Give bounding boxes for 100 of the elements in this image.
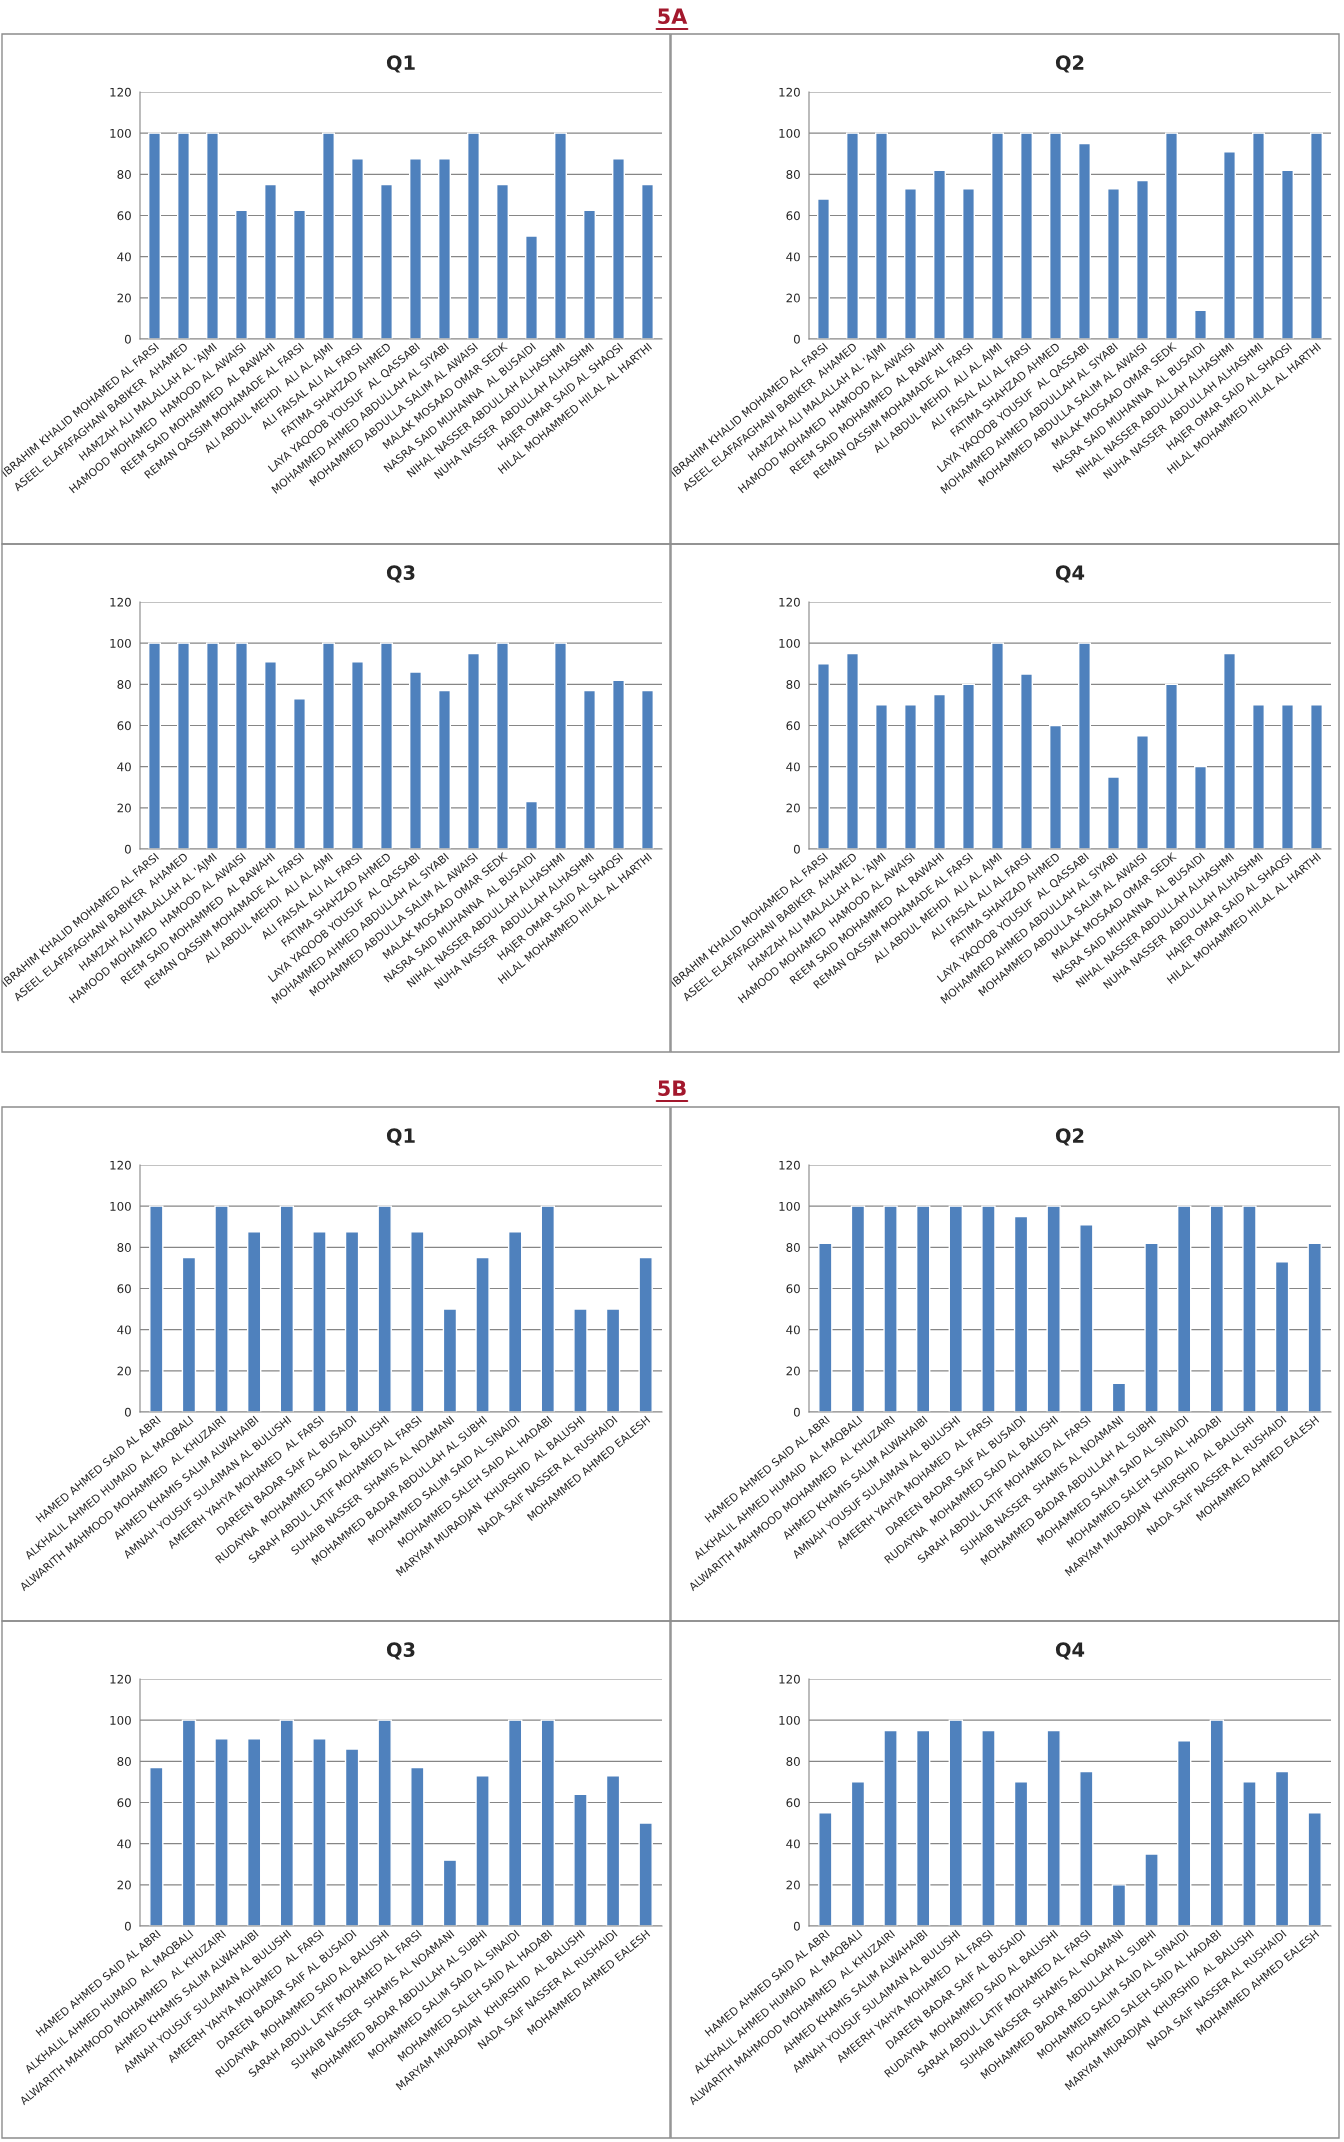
bar: [962, 683, 975, 849]
y-tick-label: 120: [110, 87, 131, 97]
bar: [507, 1719, 523, 1926]
bar: [438, 689, 451, 849]
chart-title: Q4: [1055, 1642, 1085, 1660]
chart-title: Q1: [386, 1128, 415, 1146]
bar: [1242, 1781, 1257, 1926]
bar: [149, 1205, 164, 1412]
bar: [264, 183, 277, 339]
bar: [1209, 1719, 1225, 1926]
bar: [1194, 765, 1207, 849]
y-tick-label: 60: [117, 1798, 131, 1808]
bar: [1310, 704, 1323, 849]
bar: [442, 1859, 458, 1926]
bar: [1310, 132, 1323, 339]
bar: [279, 1205, 295, 1412]
y-tick-label: 80: [786, 680, 800, 689]
bar: [915, 1729, 931, 1926]
bar: [817, 198, 830, 339]
bar: [933, 693, 946, 849]
bar: [177, 132, 190, 339]
bar: [991, 642, 1004, 849]
y-tick-label: 40: [786, 1839, 800, 1849]
bar: [1020, 673, 1033, 849]
y-tick-label: 80: [117, 1243, 131, 1252]
bar: [496, 183, 509, 339]
bar: [409, 671, 422, 849]
chart-title: Q4: [1055, 565, 1085, 583]
bar: [612, 158, 625, 339]
bar: [351, 158, 364, 339]
bar: [377, 1719, 392, 1926]
bar: [850, 1205, 866, 1412]
y-tick-label: 0: [124, 1407, 131, 1417]
bar: [438, 158, 451, 339]
bar: [583, 209, 596, 339]
bar: [1307, 1812, 1322, 1926]
bar: [1252, 132, 1265, 339]
bar: [1281, 704, 1294, 849]
y-tick-label: 0: [793, 844, 800, 854]
y-tick-label: 100: [110, 128, 131, 138]
bar: [818, 1242, 833, 1412]
bar: [1013, 1781, 1029, 1926]
y-tick-label: 120: [110, 597, 131, 607]
y-tick-label: 80: [786, 170, 800, 179]
bar: [475, 1256, 490, 1412]
bar: [1079, 1223, 1094, 1412]
bar: [1252, 704, 1265, 849]
bar: [1176, 1740, 1192, 1926]
bar: [322, 642, 335, 849]
chart-title: Q1: [386, 55, 415, 73]
bar: [1165, 132, 1178, 339]
bar: [312, 1231, 327, 1412]
bar: [177, 642, 190, 849]
bar: [1144, 1853, 1159, 1926]
bar: [883, 1729, 898, 1926]
y-tick-label: 40: [786, 1325, 800, 1335]
bar: [322, 132, 335, 339]
y-tick-label: 100: [779, 1201, 800, 1211]
bar: [904, 188, 917, 339]
y-tick-label: 0: [124, 1921, 131, 1931]
text: 5B: [658, 1080, 686, 1097]
bar: [981, 1729, 996, 1926]
y-tick-label: 0: [793, 1407, 800, 1417]
y-tick-label: 60: [786, 1798, 800, 1808]
bar: [1242, 1205, 1257, 1412]
bar: [279, 1719, 295, 1926]
bar: [344, 1231, 360, 1412]
y-tick-label: 100: [779, 638, 800, 648]
bar: [1281, 169, 1294, 339]
bar: [904, 704, 917, 849]
y-tick-label: 20: [117, 1880, 131, 1890]
y-tick-label: 0: [793, 1921, 800, 1931]
bar: [962, 188, 975, 339]
y-tick-label: 40: [117, 762, 131, 772]
bar: [1165, 683, 1178, 849]
y-tick-label: 120: [110, 1674, 131, 1684]
bar: [573, 1308, 588, 1412]
chart-title: Q2: [1055, 55, 1084, 73]
bar: [1176, 1205, 1192, 1412]
y-tick-label: 20: [786, 1366, 800, 1376]
bar: [377, 1205, 392, 1412]
bar: [605, 1775, 621, 1926]
bar: [1307, 1242, 1322, 1412]
y-tick-label: 80: [117, 680, 131, 689]
bar: [380, 183, 393, 339]
bar: [1209, 1205, 1225, 1412]
y-tick-label: 120: [779, 1160, 800, 1170]
y-tick-label: 20: [117, 1366, 131, 1376]
bar: [410, 1231, 425, 1412]
bar: [1107, 776, 1120, 849]
bar: [496, 642, 509, 849]
bar: [380, 642, 393, 849]
y-tick-label: 60: [117, 721, 131, 731]
bar: [1223, 652, 1236, 849]
bar: [1078, 142, 1091, 339]
bar: [181, 1719, 197, 1926]
y-tick-label: 20: [786, 803, 800, 813]
y-tick-label: 80: [117, 170, 131, 179]
bar: [1049, 132, 1062, 339]
y-tick-label: 40: [117, 252, 131, 262]
